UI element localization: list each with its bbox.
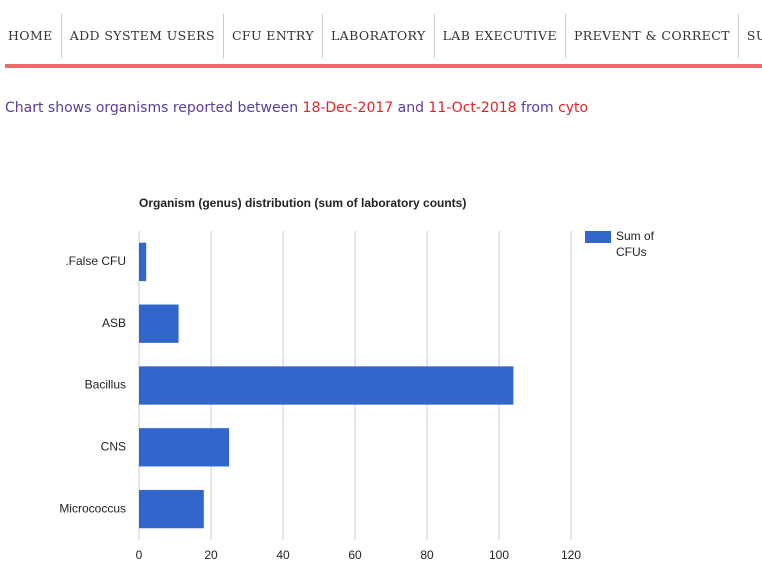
y-tick-label: CNS [101,439,126,453]
nav-item[interactable]: LABORATORY [323,14,435,58]
nav-item[interactable]: ADD SYSTEM USERS [62,14,224,58]
x-tick-label: 0 [136,548,143,562]
x-tick-label: 120 [561,548,581,562]
legend-swatch [585,231,611,243]
x-tick-label: 40 [276,548,290,562]
x-tick-label: 80 [420,548,434,562]
bar [139,489,204,529]
legend-item: Sum of CFUs [616,229,655,259]
nav-item[interactable]: HOME [0,14,62,58]
bar [139,366,514,405]
y-tick-label: ASB [102,316,126,330]
bar [139,304,179,343]
intro-text: Chart shows organisms reported between 1… [5,100,588,116]
end-date: 11-Oct-2018 [428,100,517,116]
intro-prefix: Chart shows organisms reported between [5,100,299,116]
nav-underline [5,64,762,68]
nav-item[interactable]: LAB EXECUTIVE [435,14,566,58]
start-date: 18-Dec-2017 [302,100,394,116]
y-tick-label: .False CFU [65,254,126,268]
nav-item[interactable]: PREVENT & CORRECT [566,14,739,58]
chart-title: Organism (genus) distribution (sum of la… [139,196,466,210]
y-tick-label: Bacillus [85,378,126,392]
legend-label: Sum of CFUs [616,229,655,259]
intro-from: from [521,100,554,116]
y-tick-label: Micrococcus [59,501,126,515]
nav-item[interactable]: CFU ENTRY [224,14,323,58]
source: cyto [558,100,589,116]
intro-joiner: and [397,100,424,116]
x-tick-label: 20 [204,548,218,562]
bar [139,242,147,282]
x-tick-label: 100 [489,548,509,562]
bar [139,428,229,467]
nav-bar: HOME ADD SYSTEM USERS CFU ENTRY LABORATORY L… [0,14,762,58]
nav-item[interactable]: SUPERV [746,28,762,43]
x-tick-label: 60 [348,548,362,562]
